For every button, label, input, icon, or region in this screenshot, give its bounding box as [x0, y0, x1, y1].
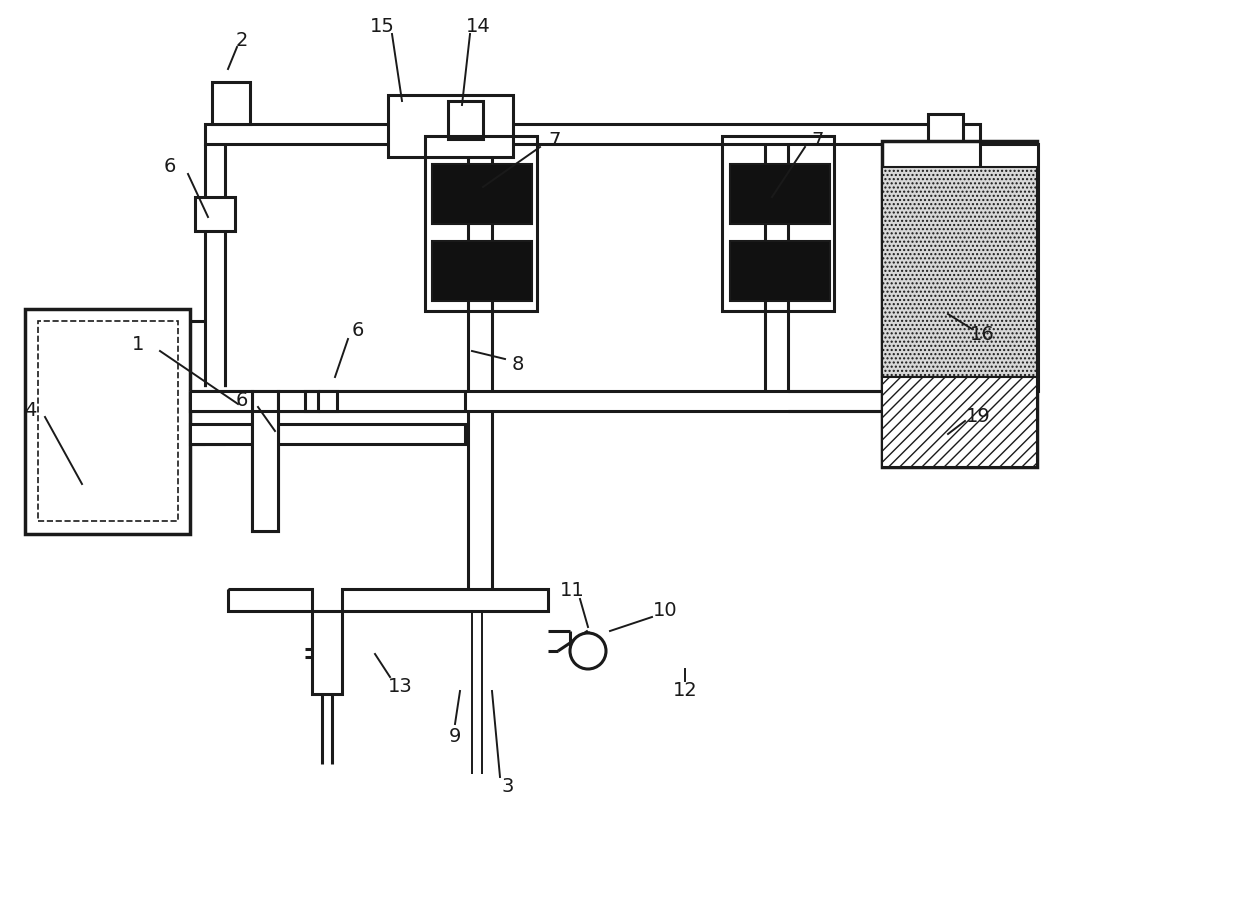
Text: 13: 13: [388, 678, 413, 697]
Bar: [882, 377, 1037, 467]
Text: 11: 11: [559, 582, 584, 601]
Text: 9: 9: [449, 727, 461, 746]
Bar: [730, 241, 830, 301]
Text: 6: 6: [236, 391, 248, 411]
Bar: [928, 114, 963, 144]
Bar: [38, 321, 179, 521]
Text: 3: 3: [502, 778, 515, 797]
Text: 7: 7: [812, 131, 825, 150]
Bar: [252, 391, 278, 531]
Bar: [448, 101, 484, 139]
Bar: [212, 82, 250, 124]
Bar: [730, 164, 830, 224]
Bar: [195, 197, 236, 231]
Bar: [388, 95, 513, 157]
Text: 19: 19: [966, 407, 991, 426]
Bar: [425, 136, 537, 311]
Bar: [882, 141, 1037, 467]
Text: 7: 7: [549, 131, 562, 150]
Bar: [882, 167, 1037, 377]
Bar: [722, 136, 835, 311]
Text: 12: 12: [672, 681, 697, 700]
Bar: [25, 309, 190, 534]
Bar: [432, 164, 532, 224]
Bar: [305, 391, 337, 411]
Bar: [205, 124, 980, 144]
Text: 4: 4: [24, 402, 36, 421]
Text: 15: 15: [370, 17, 394, 37]
Bar: [432, 241, 532, 301]
Bar: [190, 391, 465, 411]
Text: 14: 14: [466, 17, 490, 37]
Text: 16: 16: [970, 325, 994, 343]
Text: 8: 8: [512, 354, 525, 373]
Text: 2: 2: [236, 31, 248, 50]
Bar: [188, 387, 466, 532]
Bar: [190, 424, 465, 444]
Text: 10: 10: [652, 601, 677, 620]
Text: 6: 6: [164, 157, 176, 176]
Polygon shape: [228, 589, 548, 694]
Bar: [980, 144, 1038, 391]
Text: 6: 6: [352, 322, 365, 341]
Text: 1: 1: [131, 334, 144, 353]
Circle shape: [570, 633, 606, 669]
Polygon shape: [190, 391, 317, 531]
